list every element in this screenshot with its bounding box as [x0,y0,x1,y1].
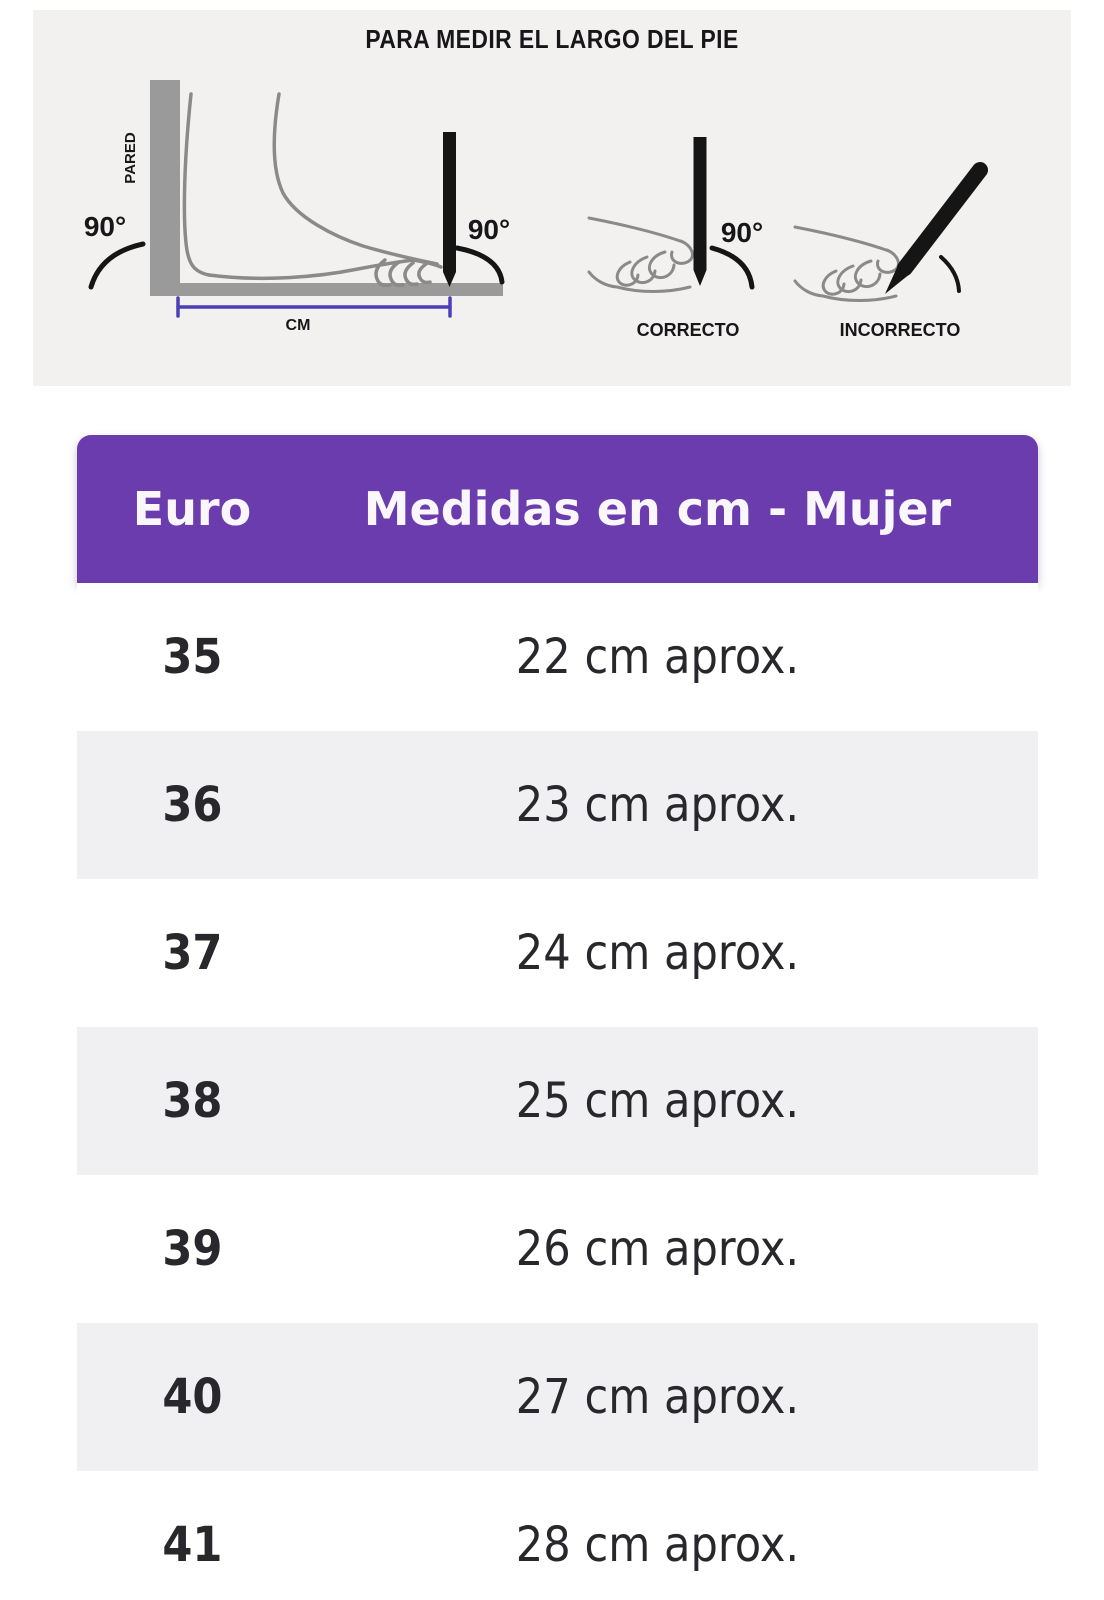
table-row: 36 23 cm aprox. [77,731,1038,879]
angle-arc [709,245,755,290]
pencil-icon [443,132,456,287]
size-value: 40 [161,1369,223,1425]
hand-icon [587,216,694,293]
angle-arc [88,241,146,290]
pencil-icon [693,137,707,286]
angle-label-correct: 90° [721,217,763,248]
tilted-pencil-icon [885,162,988,294]
size-table-body: 35 22 cm aprox. 36 23 cm aprox. 37 24 cm… [77,583,1038,1600]
measure-value: 23 cm aprox. [515,777,800,833]
table-row: 38 25 cm aprox. [77,1027,1038,1175]
angle-label-wall: 90° [84,211,126,242]
measure-value: 26 cm aprox. [515,1221,800,1277]
correct-label: CORRECTO [637,320,740,340]
measuring-diagram: PARED 90° 90° [84,80,988,340]
size-table: Euro Medidas en cm - Mujer 35 22 cm apro… [77,435,1038,1600]
measure-value: 24 cm aprox. [515,925,800,981]
table-row: 37 24 cm aprox. [77,879,1038,1027]
angle-label-pencil: 90° [468,214,510,245]
measure-value: 27 cm aprox. [515,1369,800,1425]
table-row: 39 26 cm aprox. [77,1175,1038,1323]
wall-label: PARED [122,132,139,184]
header-euro: Euro [132,482,252,536]
header-medidas: Medidas en cm - Mujer [363,482,952,536]
panel-title: PARA MEDIR EL LARGO DEL PIE [365,24,739,54]
hand-icon [793,225,900,302]
angle-arc [454,245,505,285]
wall-bar [150,80,180,283]
measurement-line [176,296,452,318]
measure-value: 22 cm aprox. [515,629,800,685]
size-table-header: Euro Medidas en cm - Mujer [77,435,1038,583]
incorrect-label: INCORRECTO [840,320,961,340]
size-value: 41 [161,1517,223,1573]
measure-value: 25 cm aprox. [515,1073,800,1129]
size-value: 35 [161,629,223,685]
size-value: 37 [161,925,223,981]
size-value: 39 [161,1221,223,1277]
foot-outline [182,92,443,288]
size-value: 38 [161,1073,223,1129]
table-row: 40 27 cm aprox. [77,1323,1038,1471]
table-row: 41 28 cm aprox. [77,1471,1038,1600]
floor-bar [150,283,503,296]
angle-arc [939,255,961,293]
size-value: 36 [161,777,223,833]
measuring-instructions-panel: PARA MEDIR EL LARGO DEL PIE PARED [33,10,1071,386]
measure-value: 28 cm aprox. [515,1517,800,1573]
cm-label: CM [286,317,311,334]
table-row: 35 22 cm aprox. [77,583,1038,731]
